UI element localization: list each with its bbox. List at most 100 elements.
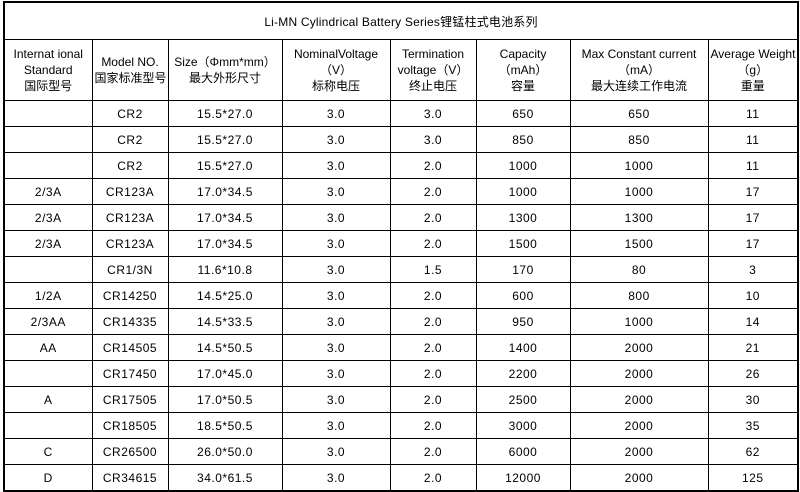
table-cell: 11.6*10.8 — [167, 256, 283, 283]
table-cell: D — [3, 464, 93, 492]
table-cell: 10 — [707, 282, 799, 309]
table-cell: 3.0 — [281, 126, 391, 153]
table-cell: 3.0 — [281, 204, 391, 231]
table-cell: 21 — [707, 334, 799, 361]
table-cell: 17.0*34.5 — [167, 230, 283, 257]
table-row: CR1/3N 11.6*10.8 3.0 1.5 170 80 3 — [3, 256, 799, 283]
table-cell: 11 — [707, 100, 799, 127]
table-cell: 3.0 — [281, 256, 391, 283]
table-cell: 2.0 — [389, 464, 477, 492]
table-cell — [3, 360, 93, 387]
table-cell: CR123A — [91, 230, 169, 257]
table-cell: 125 — [707, 464, 799, 492]
table-cell: 1000 — [569, 178, 709, 205]
column-header-line: （g） — [737, 62, 769, 77]
table-cell: 170 — [475, 256, 571, 283]
table-row: 2/3A CR123A 17.0*34.5 3.0 2.0 1000 1000 17 — [3, 178, 799, 205]
table-cell: 2/3A — [3, 178, 93, 205]
column-header-line: Model NO. — [101, 54, 159, 69]
column-header-line: Max Constant current — [581, 46, 697, 61]
table-cell: 3.0 — [281, 282, 391, 309]
table-cell: 11 — [707, 152, 799, 179]
table-cell: 3.0 — [389, 126, 477, 153]
table-cell: 26 — [707, 360, 799, 387]
column-header-size: Size（Φmm*mm） 最大外形尺寸 — [167, 39, 283, 101]
table-cell: 15.5*27.0 — [167, 100, 283, 127]
table-cell: 3.0 — [281, 308, 391, 335]
column-header-line: （mAh） — [498, 62, 548, 77]
table-cell: 14.5*50.5 — [167, 334, 283, 361]
table-cell: 2000 — [569, 412, 709, 439]
table-cell: 2.0 — [389, 412, 477, 439]
table-cell: 11 — [707, 126, 799, 153]
column-header-line: 标称电压 — [311, 79, 360, 94]
column-header-line: 最大连续工作电流 — [590, 79, 687, 94]
table-row: 2/3A CR123A 17.0*34.5 3.0 2.0 1500 1500 17 — [3, 230, 799, 257]
table-cell — [3, 412, 93, 439]
table-cell: 850 — [569, 126, 709, 153]
battery-spec-table: Li-MN Cylindrical Battery Series锂锰柱式电池系列… — [3, 1, 800, 492]
table-row: 2/3A CR123A 17.0*34.5 3.0 2.0 1300 1300 17 — [3, 204, 799, 231]
table-cell: 2500 — [475, 386, 571, 413]
table-cell: 15.5*27.0 — [167, 126, 283, 153]
table-row: 1/2A CR14250 14.5*25.0 3.0 2.0 600 800 10 — [3, 282, 799, 309]
table-cell: 2.0 — [389, 230, 477, 257]
table-cell: 2.0 — [389, 282, 477, 309]
table-row: CR18505 18.5*50.5 3.0 2.0 3000 2000 35 — [3, 412, 799, 439]
column-header-nominal-voltage: NominalVoltage （V） 标称电压 — [281, 39, 391, 101]
table-cell: 18.5*50.5 — [167, 412, 283, 439]
table-cell: 3.0 — [281, 152, 391, 179]
table-cell: 80 — [569, 256, 709, 283]
column-header-line: Capacity — [499, 46, 547, 61]
table-cell: 650 — [475, 100, 571, 127]
column-header-line: 国家标准型号 — [94, 71, 167, 85]
column-header-line: NominalVoltage — [293, 46, 379, 61]
table-cell: 1000 — [569, 152, 709, 179]
column-header-line: voltage（V） — [397, 62, 469, 77]
table-cell: 2200 — [475, 360, 571, 387]
table-cell: 1400 — [475, 334, 571, 361]
table-cell: CR2 — [91, 152, 169, 179]
table-cell: 62 — [707, 438, 799, 465]
table-cell — [3, 256, 93, 283]
table-cell: 3.0 — [281, 178, 391, 205]
table-row: A CR17505 17.0*50.5 3.0 2.0 2500 2000 30 — [3, 386, 799, 413]
column-header-line: Average Weight — [710, 46, 796, 61]
table-cell: CR123A — [91, 178, 169, 205]
table-cell: AA — [3, 334, 93, 361]
table-body: CR2 15.5*27.0 3.0 3.0 650 650 11 CR2 15.5*27.0 3.… — [3, 100, 799, 492]
table-cell: 2000 — [569, 360, 709, 387]
column-header-capacity: Capacity （mAh） 容量 — [475, 39, 571, 101]
table-cell: 17.0*34.5 — [167, 204, 283, 231]
table-cell: 2.0 — [389, 178, 477, 205]
table-cell: 1/2A — [3, 282, 93, 309]
column-header-line: Termination — [401, 46, 465, 61]
table-cell: 2000 — [569, 438, 709, 465]
table-cell: 2000 — [569, 464, 709, 492]
table-cell — [3, 126, 93, 153]
table-cell: 2000 — [569, 334, 709, 361]
table-cell: CR123A — [91, 204, 169, 231]
table-cell: 1000 — [569, 308, 709, 335]
table-cell: 30 — [707, 386, 799, 413]
table-cell: 14.5*33.5 — [167, 308, 283, 335]
column-header-international-standard: Internat ional Standard 国际型号 — [3, 39, 93, 101]
table-cell: CR17505 — [91, 386, 169, 413]
table-cell: CR18505 — [91, 412, 169, 439]
table-cell: 800 — [569, 282, 709, 309]
table-cell: 2.0 — [389, 152, 477, 179]
table-cell: 1000 — [475, 178, 571, 205]
table-cell: 850 — [475, 126, 571, 153]
table-cell: 600 — [475, 282, 571, 309]
table-cell: 2.0 — [389, 334, 477, 361]
table-cell: CR14250 — [91, 282, 169, 309]
table-row: CR2 15.5*27.0 3.0 3.0 850 850 11 — [3, 126, 799, 153]
table-cell: 14.5*25.0 — [167, 282, 283, 309]
table-cell: 1500 — [475, 230, 571, 257]
table-cell: 1300 — [569, 204, 709, 231]
table-cell: 2.0 — [389, 438, 477, 465]
column-header-line: 国际型号 — [24, 79, 73, 94]
table-cell: 1300 — [475, 204, 571, 231]
table-row: CR2 15.5*27.0 3.0 2.0 1000 1000 11 — [3, 152, 799, 179]
table-cell: 2/3AA — [3, 308, 93, 335]
